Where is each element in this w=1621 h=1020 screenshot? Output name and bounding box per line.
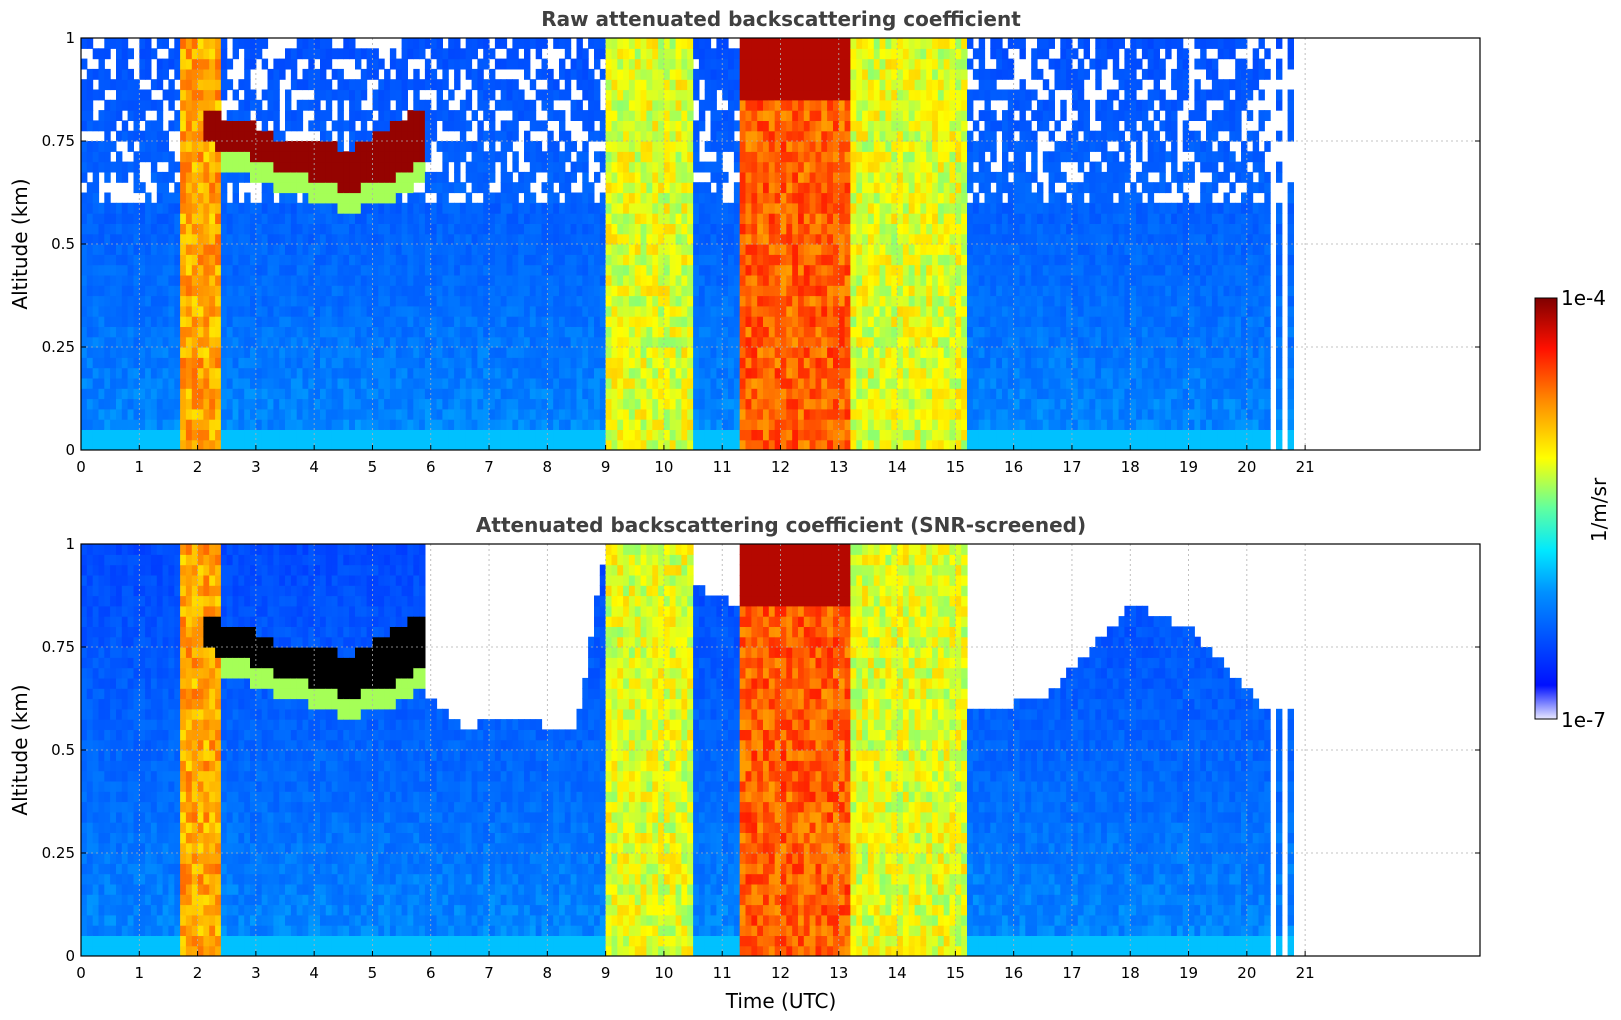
x-tick-label: 20 [1237,458,1256,476]
x-tick-label: 17 [1062,964,1081,982]
heatmap-area [81,544,1294,956]
x-tick-label: 13 [829,458,848,476]
x-tick-label: 6 [426,964,436,982]
y-tick-label: 1 [65,535,75,553]
y-axis-label: Altitude (km) [8,178,32,309]
y-tick-label: 0.75 [42,132,75,150]
x-tick-label: 6 [426,458,436,476]
x-tick-label: 13 [829,964,848,982]
x-tick-label: 15 [946,458,965,476]
x-tick-label: 8 [543,458,553,476]
y-tick-label: 0 [65,947,75,965]
heatmap-cells [81,544,1294,956]
y-tick-label: 0.75 [42,638,75,656]
x-tick-label: 11 [713,458,732,476]
panel-title: Raw attenuated backscattering coefficien… [541,7,1021,31]
x-tick-label: 12 [771,458,790,476]
panel-screened: Attenuated backscattering coefficient (S… [8,513,1481,1013]
x-tick-label: 9 [601,964,611,982]
x-tick-label: 19 [1179,964,1198,982]
x-tick-label: 5 [368,458,378,476]
y-axis: 0 0.25 0.5 0.75 1 [42,535,1480,965]
heatmap-area [81,38,1294,450]
panel-raw: Raw attenuated backscattering coefficien… [8,7,1481,476]
x-tick-label: 4 [309,964,319,982]
x-tick-label: 4 [309,458,319,476]
y-tick-label: 0.5 [51,741,75,759]
heatmap-cells [81,38,1294,450]
x-tick-label: 10 [654,964,673,982]
y-axis: 0 0.25 0.5 0.75 1 [42,29,1480,459]
y-tick-label: 0.25 [42,338,75,356]
x-tick-label: 11 [713,964,732,982]
panel-title: Attenuated backscattering coefficient (S… [476,513,1086,537]
x-tick-label: 8 [543,964,553,982]
x-tick-label: 2 [193,964,203,982]
x-tick-label: 18 [1121,964,1140,982]
colorbar-min-label: 1e-7 [1561,708,1606,732]
x-tick-label: 10 [654,458,673,476]
x-tick-label: 16 [1004,964,1023,982]
x-tick-label: 20 [1237,964,1256,982]
x-tick-label: 7 [484,964,494,982]
x-tick-label: 1 [135,458,145,476]
colorbar-label: 1/m/sr [1587,477,1611,542]
x-tick-label: 7 [484,458,494,476]
x-tick-label: 3 [251,964,261,982]
x-tick-label: 2 [193,458,203,476]
y-tick-label: 0.25 [42,844,75,862]
x-tick-label: 15 [946,964,965,982]
x-tick-label: 9 [601,458,611,476]
y-tick-label: 0 [65,441,75,459]
x-tick-label: 14 [888,964,907,982]
x-tick-label: 18 [1121,458,1140,476]
x-tick-label: 21 [1296,964,1315,982]
x-axis: 0 1 2 3 4 5 6 7 8 9 10 11 12 13 14 15 16 17 18 19 20 21 [76,445,1315,476]
y-tick-label: 1 [65,29,75,47]
colorbar-max-label: 1e-4 [1561,286,1606,310]
x-tick-label: 0 [76,964,86,982]
y-tick-label: 0.5 [51,235,75,253]
x-tick-label: 14 [888,458,907,476]
x-tick-label: 12 [771,964,790,982]
x-tick-label: 21 [1296,458,1315,476]
y-axis-label: Altitude (km) [8,684,32,815]
x-tick-label: 16 [1004,458,1023,476]
colorbar-gradient [1534,297,1558,720]
x-tick-label: 0 [76,458,86,476]
x-tick-label: 17 [1062,458,1081,476]
x-tick-label: 3 [251,458,261,476]
x-tick-label: 19 [1179,458,1198,476]
colorbar: 1e-4 1e-7 1/m/sr [1534,286,1611,732]
x-tick-label: 5 [368,964,378,982]
x-axis-label: Time (UTC) [725,989,837,1013]
x-tick-label: 1 [135,964,145,982]
x-axis: 0 1 2 3 4 5 6 7 8 9 10 11 12 13 14 15 16 17 18 19 20 21 [76,951,1315,982]
